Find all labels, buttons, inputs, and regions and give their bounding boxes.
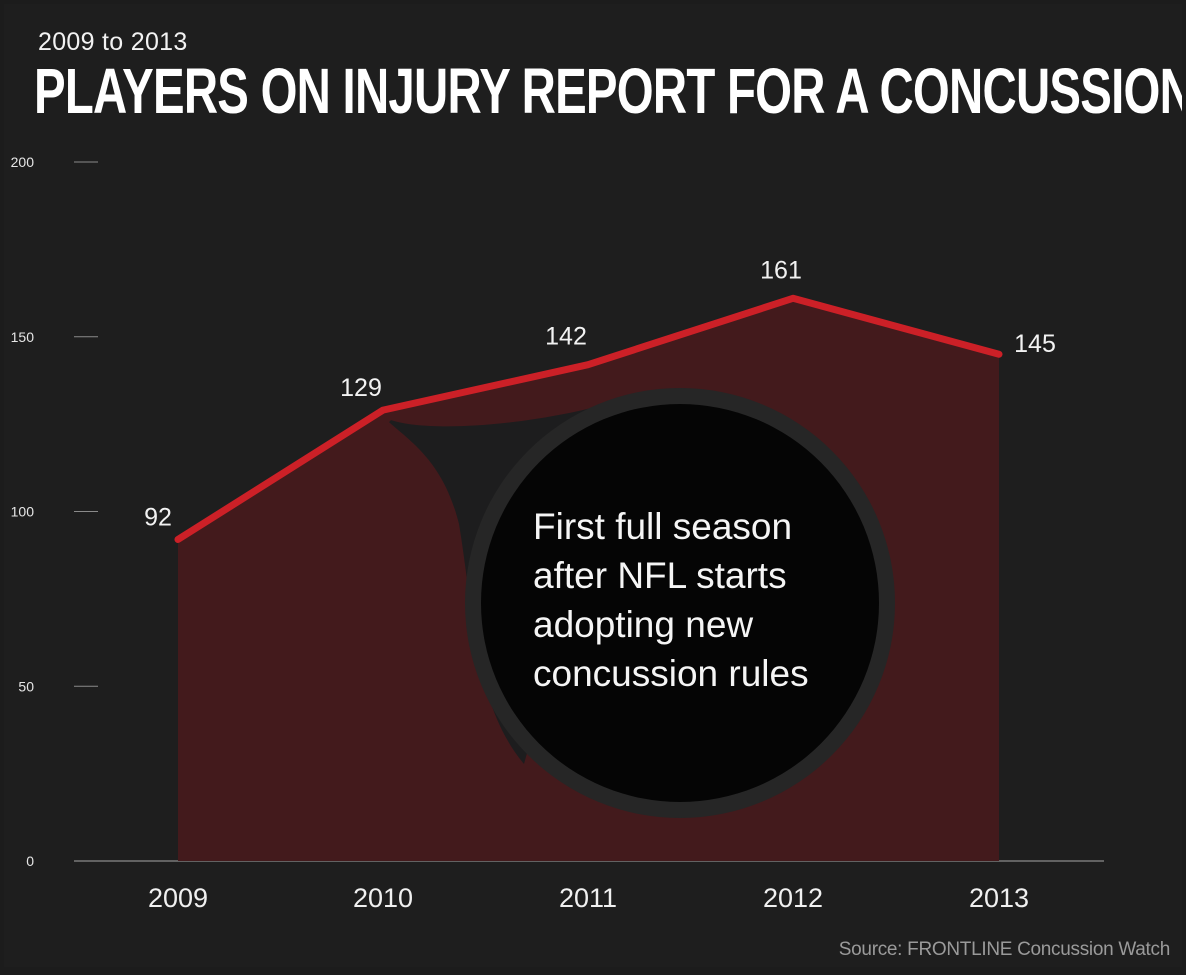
callout-circle <box>481 404 879 802</box>
data-label: 142 <box>545 323 587 351</box>
y-tick-label: 0 <box>26 853 34 869</box>
data-label: 129 <box>340 374 382 402</box>
x-tick-label: 2011 <box>559 883 617 913</box>
area-chart: 0 50 100 150 200 2009 2010 2011 2012 2013 First … <box>11 154 1104 913</box>
x-tick-label: 2010 <box>353 883 413 913</box>
x-axis: 2009 2010 2011 2012 2013 <box>74 860 1104 913</box>
y-axis: 0 50 100 150 200 <box>11 154 98 869</box>
series-line <box>174 294 1003 543</box>
callout-text-line: adopting new <box>533 604 753 645</box>
source-note: Source: FRONTLINE Concussion Watch <box>838 939 1171 960</box>
x-tick-label: 2009 <box>148 883 208 913</box>
x-tick-label: 2013 <box>969 883 1029 913</box>
data-labels: 92 129 142 161 145 <box>144 256 1056 531</box>
callout-text-line: concussion rules <box>533 653 809 694</box>
chart-title: PLAYERS ON INJURY REPORT FOR A CONCUSSIO… <box>34 55 1182 127</box>
data-label: 145 <box>1014 330 1056 358</box>
data-label: 92 <box>144 503 172 531</box>
data-label: 161 <box>760 256 802 284</box>
y-tick-label: 50 <box>18 678 34 694</box>
annotation-callout: First full season after NFL starts adoptin… <box>389 388 895 818</box>
callout-text: First full season after NFL starts adoptin… <box>533 506 809 694</box>
chart-frame: 2009 to 2013 PLAYERS ON INJURY REPORT FO… <box>4 4 1182 967</box>
chart-subtitle: 2009 to 2013 <box>38 28 188 56</box>
x-tick-label: 2012 <box>763 883 823 913</box>
y-tick-label: 100 <box>11 504 35 520</box>
y-tick-label: 150 <box>11 329 35 345</box>
callout-text-line: after NFL starts <box>533 555 787 596</box>
y-tick-label: 200 <box>11 154 35 170</box>
callout-text-line: First full season <box>533 506 792 547</box>
